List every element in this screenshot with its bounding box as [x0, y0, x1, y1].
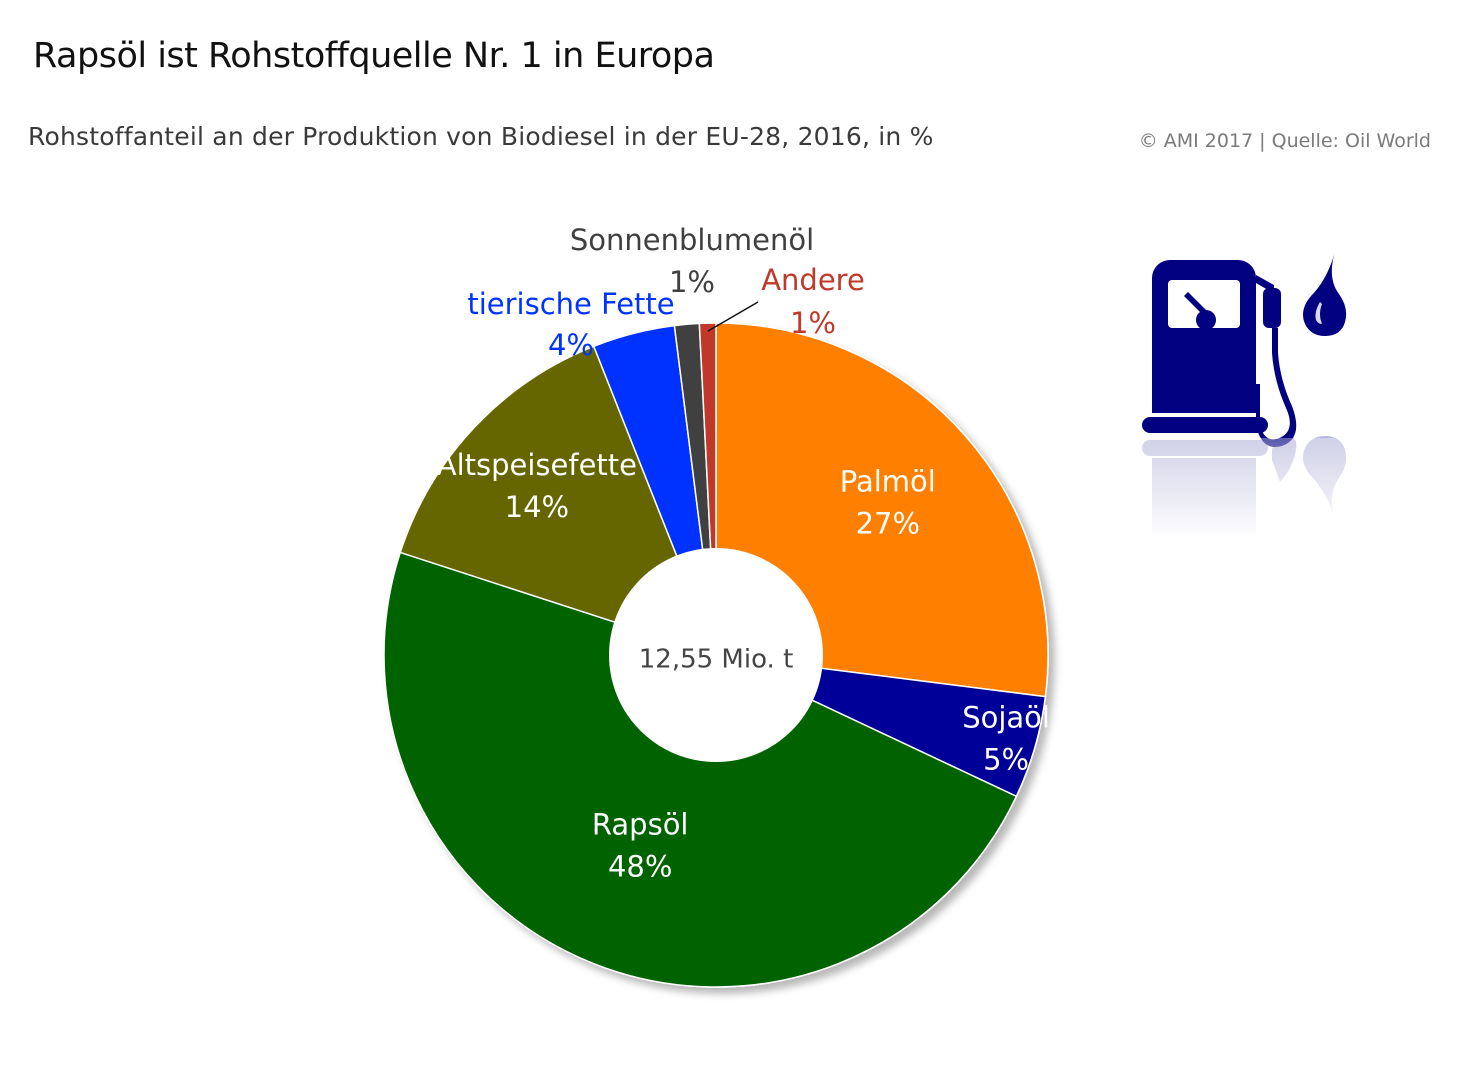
slice-label-rapsoel: Rapsöl: [592, 807, 689, 841]
slice-label-altspeisefette: Altspeisefette: [437, 448, 637, 482]
slice-label-sonnenblumenoel: Sonnenblumenöl: [570, 223, 814, 257]
leader-line-andere: [707, 301, 759, 332]
chart-subtitle: Rohstoffanteil an der Produktion von Bio…: [28, 122, 934, 151]
slice-label-andere: Andere: [761, 263, 865, 297]
slice-altspeisefette: [399, 345, 718, 657]
labels-group: Palmöl 27% Sojaöl 5% Rapsöl 48% Altspeisefette…: [437, 223, 1050, 883]
fuel-pump-icon: [1130, 252, 1380, 540]
slice-value-tierische-fette: 4%: [548, 328, 594, 362]
slice-value-altspeisefette: 14%: [505, 490, 569, 524]
slice-label-sojaoel: Sojaöl: [962, 700, 1050, 734]
center-label: 12,55 Mio. t: [639, 645, 794, 675]
slice-value-sonnenblumenoel: 1%: [669, 265, 715, 299]
slice-value-palmoel: 27%: [856, 507, 920, 541]
slice-rapsoel: [383, 551, 1018, 988]
slice-value-andere: 1%: [790, 306, 836, 340]
slice-label-palmoel: Palmöl: [840, 465, 936, 499]
page-title: Rapsöl ist Rohstoffquelle Nr. 1 in Europ…: [33, 36, 715, 76]
slice-value-rapsoel: 48%: [608, 849, 672, 883]
source-note: © AMI 2017 | Quelle: Oil World: [1138, 130, 1431, 152]
donut-hole: [609, 548, 823, 762]
slice-label-tierische-fette: tierische Fette: [467, 287, 674, 321]
slice-value-sojaoel: 5%: [983, 742, 1029, 776]
